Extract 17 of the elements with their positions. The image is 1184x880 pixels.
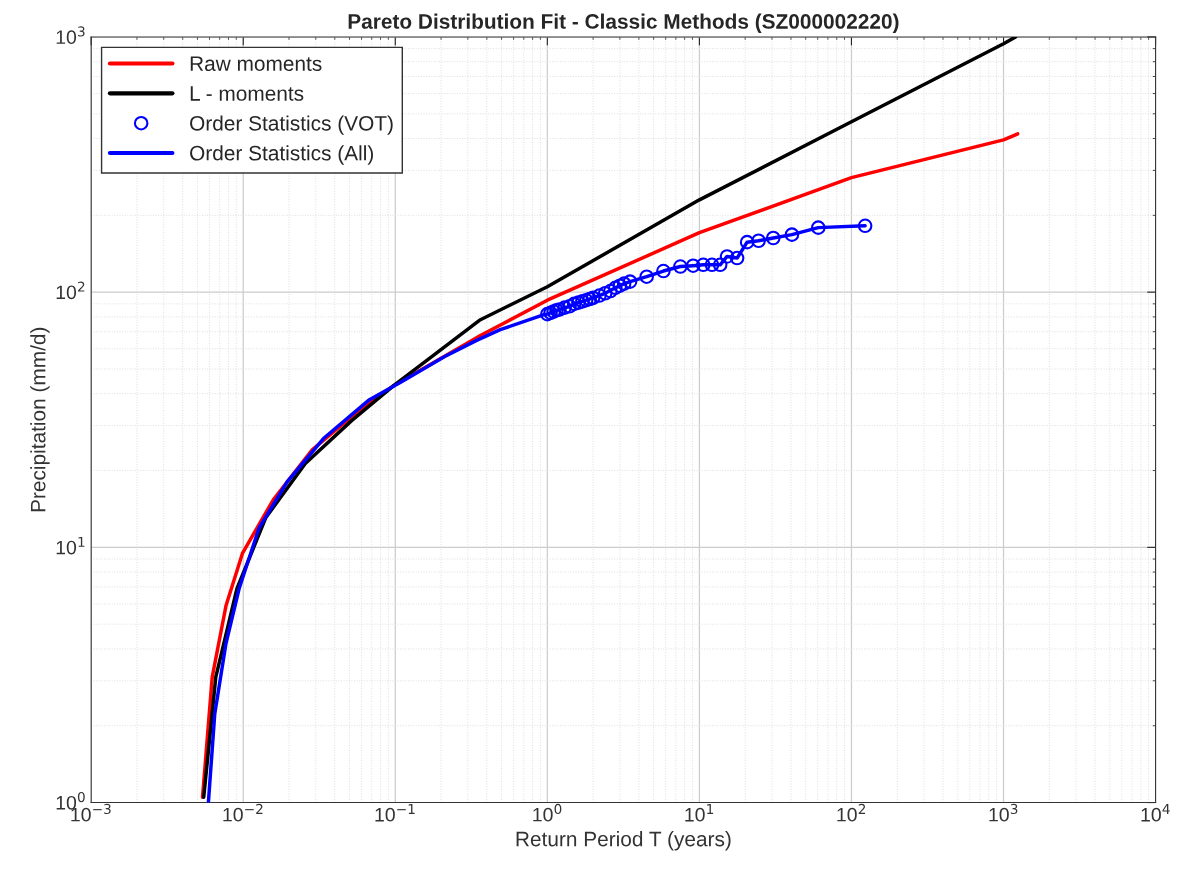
- y-axis-title: Precipitation (mm/d): [30, 327, 50, 512]
- y-tick-label: 10$^{2}$: [56, 281, 85, 300]
- x-tick-label: 10$^{2}$: [837, 803, 866, 822]
- legend-label: Order Statistics (All): [190, 145, 373, 165]
- x-tick-label: 10$^{0}$: [533, 803, 562, 822]
- x-axis-title: Return Period T (years): [516, 831, 731, 851]
- x-tick-label: 10$^{−1}$: [375, 804, 415, 822]
- y-tick-label: 10$^{1}$: [56, 536, 85, 555]
- legend-label: Order Statistics (VOT): [190, 115, 393, 135]
- legend-label: L - moments: [190, 86, 304, 101]
- x-tick-label: 10$^{3}$: [989, 803, 1018, 822]
- x-tick-label: 10$^{1}$: [685, 804, 714, 822]
- chart-title: Pareto Distribution Fit - Classic Methods (SZ000002220): [348, 13, 899, 33]
- legend-label: Raw moments: [190, 56, 322, 72]
- y-tick-label: 10$^{3}$: [56, 26, 85, 45]
- x-tick-label: 10$^{4}$: [1141, 804, 1170, 822]
- x-tick-label: 10$^{−2}$: [223, 803, 263, 822]
